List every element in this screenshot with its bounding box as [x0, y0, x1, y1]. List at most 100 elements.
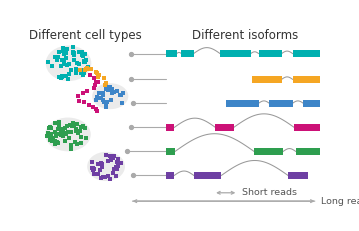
Point: [90, 106, 96, 109]
Point: [76, 99, 82, 102]
Point: [75, 142, 80, 146]
Point: [66, 62, 72, 66]
Point: [111, 154, 117, 158]
Point: [53, 56, 59, 60]
FancyBboxPatch shape: [294, 124, 320, 131]
Text: Different isoforms: Different isoforms: [192, 30, 298, 43]
Point: [93, 80, 99, 84]
Point: [108, 98, 114, 101]
Point: [74, 122, 80, 125]
Point: [102, 175, 108, 179]
Point: [94, 95, 100, 99]
Point: [83, 58, 89, 62]
Point: [56, 50, 62, 54]
Point: [115, 89, 120, 93]
Point: [106, 88, 111, 92]
Point: [114, 167, 120, 171]
Point: [79, 50, 85, 53]
Point: [93, 98, 99, 102]
Point: [110, 155, 116, 159]
Point: [64, 47, 70, 51]
Point: [100, 175, 106, 179]
Point: [68, 147, 74, 151]
Point: [70, 51, 76, 55]
Point: [113, 165, 119, 169]
Point: [106, 87, 111, 90]
Point: [75, 94, 81, 98]
Point: [78, 50, 83, 53]
FancyBboxPatch shape: [181, 50, 194, 57]
Point: [80, 91, 86, 95]
Point: [100, 98, 106, 101]
Point: [71, 53, 77, 56]
Point: [115, 164, 121, 168]
Point: [52, 140, 58, 143]
Point: [76, 50, 82, 54]
Point: [90, 166, 96, 170]
Point: [58, 77, 64, 80]
Point: [65, 78, 71, 81]
Point: [78, 125, 84, 128]
Point: [109, 91, 115, 95]
Point: [97, 168, 103, 172]
Point: [58, 130, 64, 134]
Point: [95, 75, 101, 78]
Point: [60, 74, 66, 78]
Point: [110, 157, 116, 160]
Point: [102, 83, 108, 86]
FancyBboxPatch shape: [254, 148, 283, 155]
Ellipse shape: [87, 152, 125, 181]
Point: [71, 58, 77, 62]
Text: Short reads: Short reads: [242, 188, 297, 197]
Point: [84, 66, 90, 70]
Point: [95, 172, 101, 176]
FancyBboxPatch shape: [166, 124, 174, 131]
Point: [98, 97, 104, 100]
Point: [111, 90, 117, 94]
Point: [53, 134, 59, 138]
Point: [85, 66, 91, 70]
FancyBboxPatch shape: [303, 100, 320, 107]
Point: [64, 124, 70, 128]
Point: [73, 71, 79, 75]
Point: [54, 140, 60, 144]
Point: [72, 140, 78, 143]
Point: [45, 134, 50, 138]
Point: [81, 59, 87, 63]
Point: [69, 124, 75, 128]
Point: [98, 176, 104, 179]
Point: [63, 132, 69, 136]
Point: [55, 55, 61, 59]
Point: [74, 61, 79, 65]
Point: [56, 124, 62, 127]
FancyBboxPatch shape: [166, 50, 177, 57]
Point: [54, 58, 60, 62]
FancyBboxPatch shape: [166, 172, 174, 179]
Point: [70, 50, 76, 54]
Point: [68, 143, 74, 147]
Point: [101, 100, 107, 104]
Point: [94, 110, 100, 113]
Point: [45, 131, 50, 135]
Point: [86, 67, 92, 71]
Point: [75, 131, 81, 135]
Point: [61, 60, 67, 63]
Point: [47, 133, 53, 137]
Point: [63, 52, 69, 55]
Point: [91, 167, 97, 171]
Point: [85, 65, 91, 68]
Point: [99, 165, 105, 169]
Point: [62, 140, 68, 143]
Point: [50, 139, 55, 143]
Point: [80, 73, 86, 76]
Point: [89, 160, 95, 164]
Point: [119, 101, 125, 104]
Point: [66, 72, 71, 76]
Point: [91, 172, 97, 176]
Point: [90, 76, 96, 80]
Point: [50, 136, 56, 140]
Point: [95, 162, 101, 166]
Point: [102, 76, 107, 80]
Point: [101, 92, 106, 96]
Text: Different cell types: Different cell types: [29, 30, 141, 43]
